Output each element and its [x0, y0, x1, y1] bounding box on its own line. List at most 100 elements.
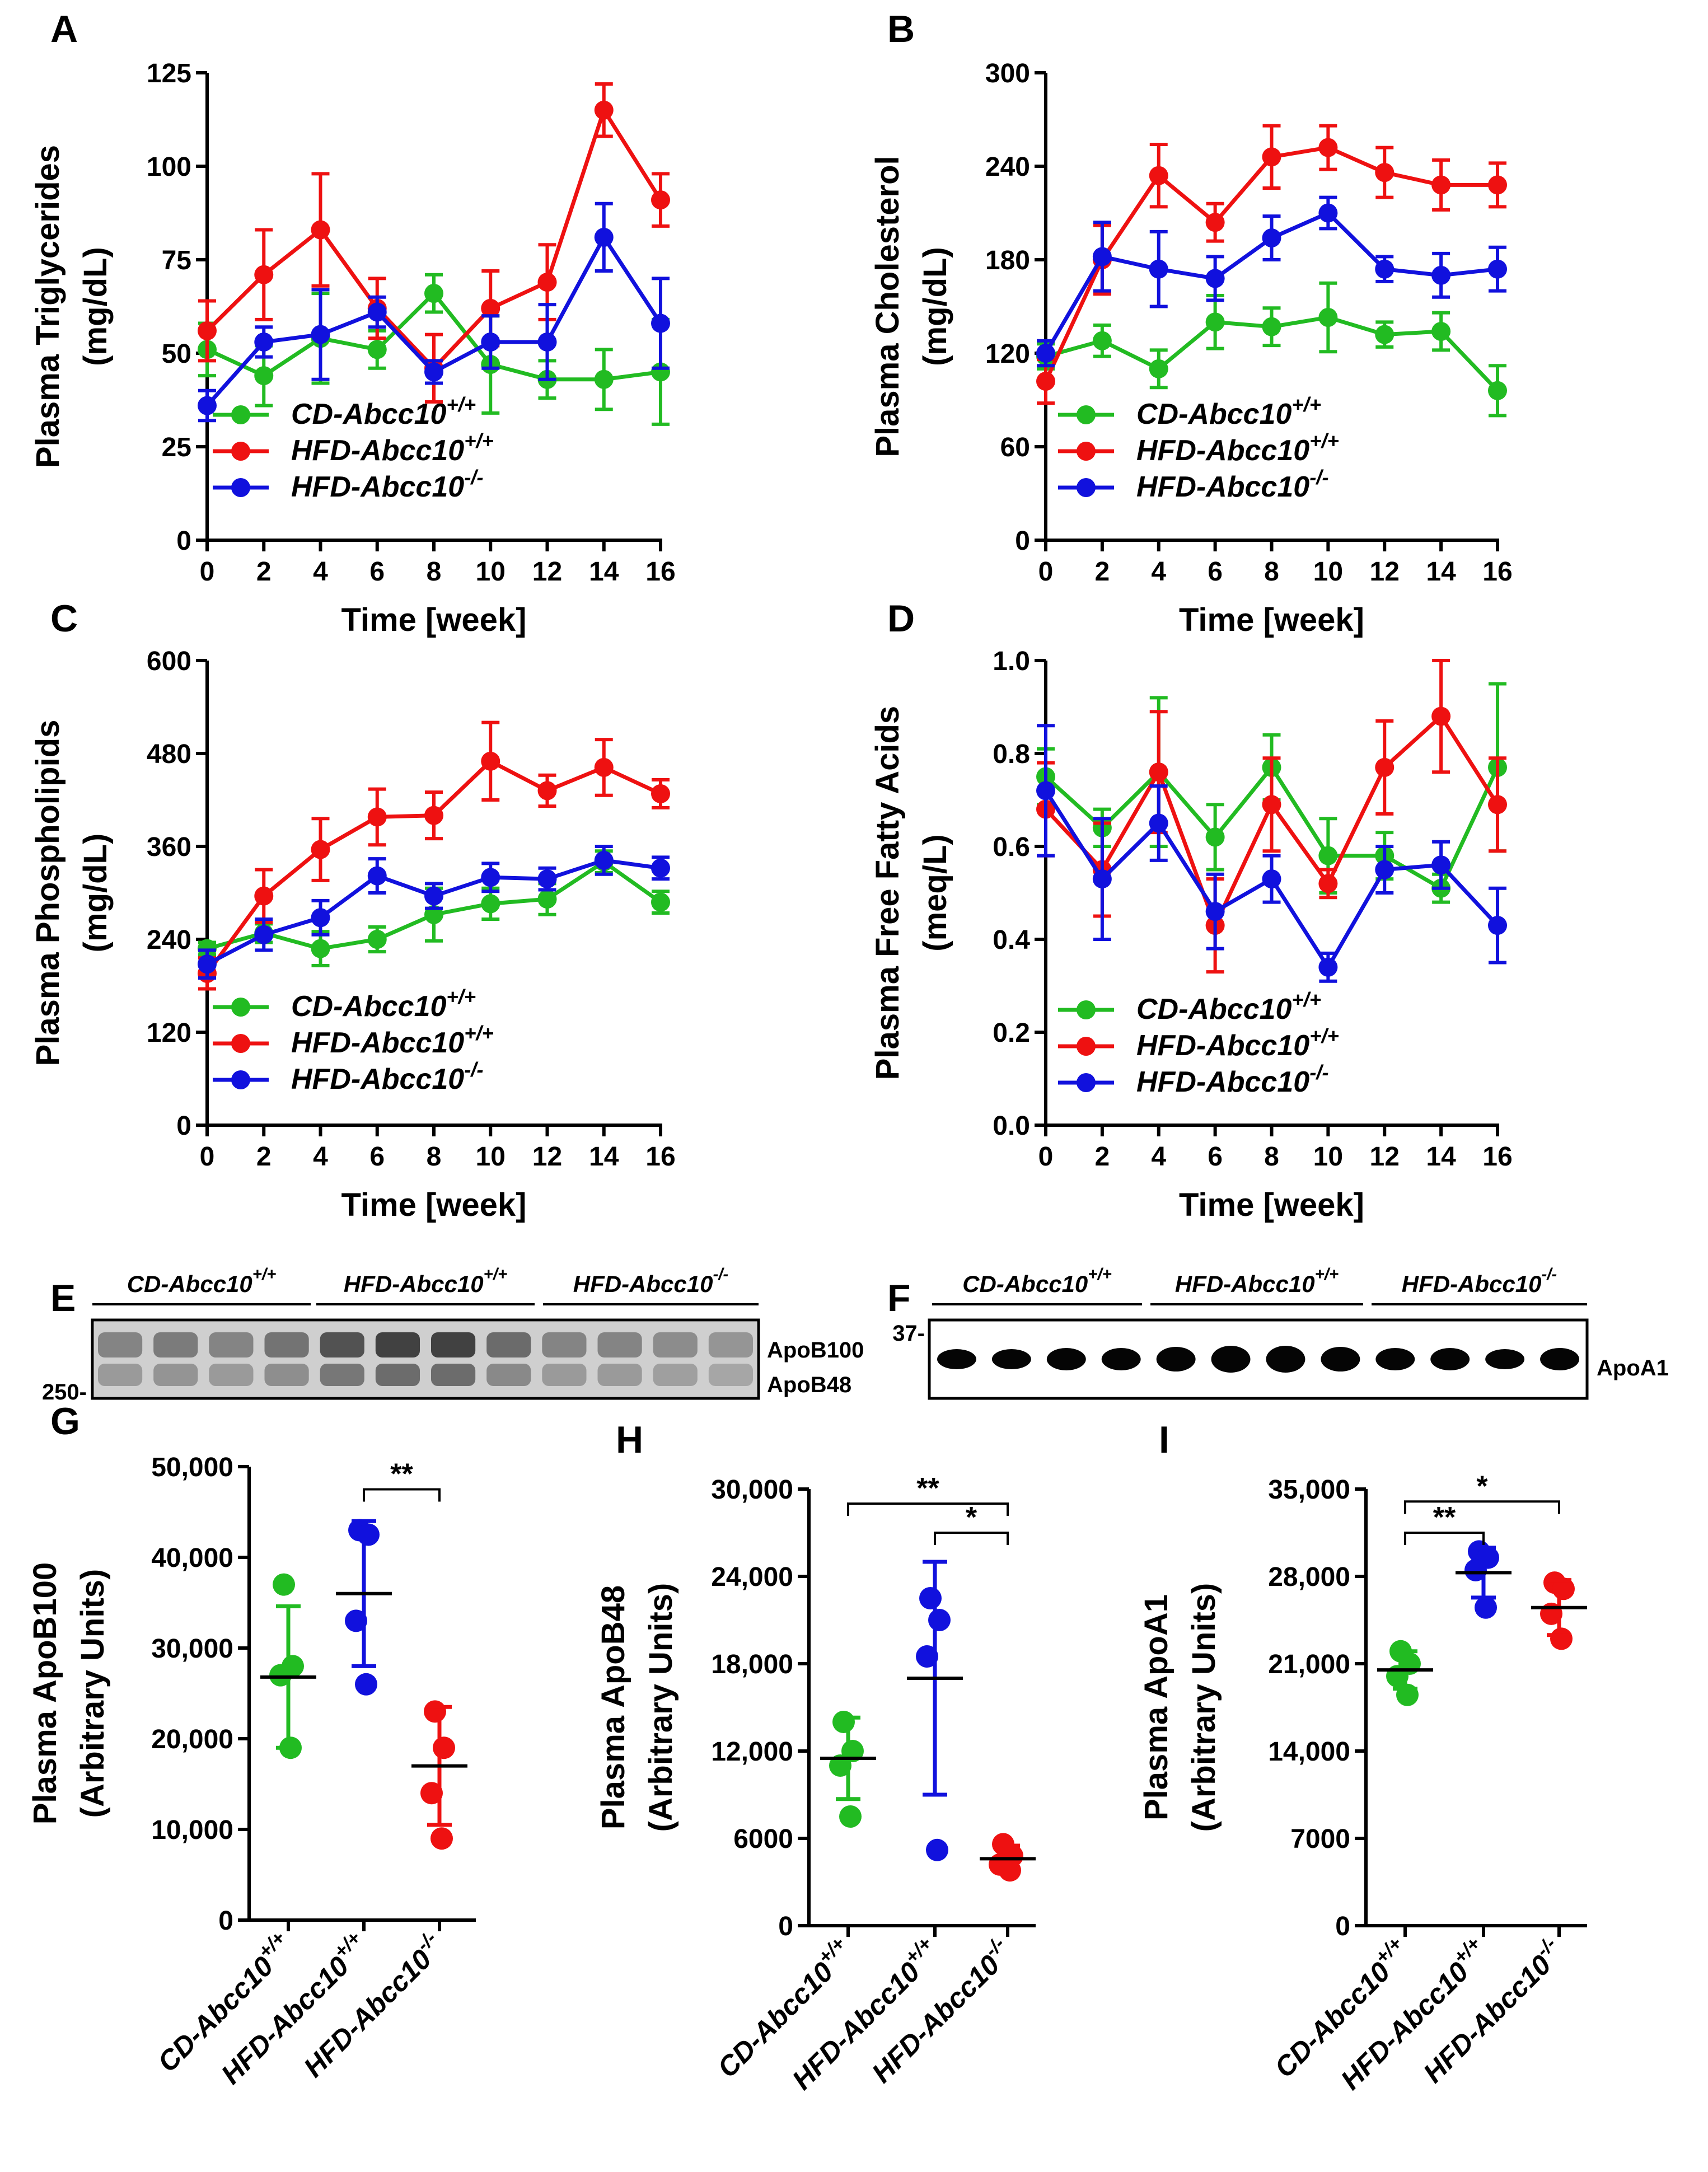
protein-band [431, 1332, 476, 1358]
data-point [1431, 706, 1451, 726]
protein-band [597, 1364, 642, 1386]
series-red [1036, 659, 1507, 974]
data-point [481, 868, 500, 887]
legend-entry-name: HFD-Abcc10 [291, 471, 464, 503]
x-tick-label: 10 [476, 1142, 506, 1172]
panel-label: D [887, 597, 915, 640]
data-point [1318, 138, 1338, 157]
y-tick-label: 0 [176, 526, 191, 556]
protein-band [486, 1364, 531, 1386]
y-tick-label: 30,000 [151, 1634, 233, 1664]
protein-band [98, 1332, 143, 1358]
x-tick-label: 16 [645, 557, 675, 587]
protein-band [991, 1349, 1031, 1369]
chart-panel-H: H 0 6000 12,000 18,000 24,000 30,000 Plasma Apo… [595, 1419, 1036, 2096]
data-point [594, 369, 614, 389]
data-point [254, 366, 274, 386]
data-point [1149, 762, 1168, 782]
y-tick-label: 120 [147, 1018, 191, 1048]
y-tick-label: 0.0 [993, 1111, 1030, 1141]
data-point [1149, 259, 1168, 279]
data-point [254, 925, 274, 944]
y-tick-label: 24,000 [711, 1562, 793, 1592]
data-point [481, 332, 500, 352]
chart-panel-G: G 0 10,000 20,000 30,000 40,000 50,000 Plasma A… [27, 1400, 476, 2090]
series-blue [1036, 195, 1507, 368]
data-point [1262, 228, 1281, 248]
x-tick-label: 14 [1426, 557, 1456, 587]
y-tick-label: 60 [1000, 433, 1030, 462]
data-point [537, 332, 557, 352]
x-tick-label: 4 [313, 1142, 328, 1172]
x-tick-label: 6 [1208, 1142, 1223, 1172]
y-tick-label: 10,000 [151, 1815, 233, 1845]
y-axis-title: Plasma ApoA1 [1138, 1594, 1174, 1820]
y-axis-title: (mg/dL) [917, 247, 953, 366]
x-tick-label: 8 [427, 557, 442, 587]
legend-entry-name: HFD-Abcc10 [1136, 1066, 1309, 1098]
y-tick-label: 7000 [1290, 1824, 1350, 1854]
legend-swatch-marker [1077, 405, 1096, 424]
series-red [198, 720, 670, 991]
x-tick-label: 0 [200, 1142, 215, 1172]
data-point [1092, 869, 1112, 889]
legend-entry-superscript: +/+ [1291, 988, 1321, 1011]
protein-band [597, 1332, 642, 1358]
y-tick-label: 240 [147, 925, 191, 955]
data-point [537, 869, 557, 889]
legend-entry-name: HFD-Abcc10 [1136, 434, 1309, 467]
protein-band [1266, 1346, 1305, 1373]
data-point [1205, 827, 1225, 847]
data-point [355, 1673, 377, 1696]
y-tick-label: 30,000 [711, 1475, 793, 1505]
group-2: HFD-Abcc10-/- [866, 1833, 1036, 2089]
blot-group-label: HFD-Abcc10+/+ [344, 1265, 507, 1297]
legend-entry-name: HFD-Abcc10 [291, 434, 464, 467]
legend-entry: CD-Abcc10+/+ [1136, 988, 1321, 1026]
significance-bracket: ** [1404, 1501, 1485, 1545]
data-point [481, 298, 500, 318]
y-tick-label: 600 [147, 647, 191, 676]
y-tick-label: 50 [162, 339, 191, 369]
data-point [420, 1782, 443, 1805]
y-tick-label: 50,000 [151, 1453, 233, 1482]
data-point [367, 807, 387, 827]
y-tick-label: 1.0 [993, 647, 1030, 676]
data-point [1431, 855, 1451, 875]
data-point [1092, 331, 1112, 350]
protein-band [1156, 1347, 1196, 1371]
x-axis-title: Time [week] [341, 602, 527, 638]
data-point [481, 751, 500, 771]
x-tick-label: 10 [1313, 1142, 1343, 1172]
data-point [1488, 259, 1507, 279]
data-point [1375, 860, 1395, 879]
legend-swatch-marker [231, 1034, 250, 1053]
band-label: ApoA1 [1597, 1356, 1669, 1380]
bracket-line [363, 1488, 441, 1502]
legend-swatch-marker [231, 1070, 250, 1089]
legend-entry-superscript: -/- [464, 1058, 483, 1081]
y-tick-label: 360 [147, 832, 191, 862]
protein-band [708, 1332, 753, 1358]
data-point [1488, 795, 1507, 814]
x-axis-title: Time [week] [1179, 602, 1364, 638]
legend-entry-superscript: +/+ [446, 985, 476, 1008]
data-point [1375, 325, 1395, 344]
y-tick-label: 35,000 [1268, 1475, 1350, 1505]
legend-swatch-marker [1077, 478, 1096, 497]
data-point [1149, 166, 1168, 185]
protein-band [653, 1332, 698, 1358]
blot-group-label: HFD-Abcc10+/+ [1175, 1265, 1339, 1297]
data-point [345, 1609, 367, 1632]
y-axis-title: (mg/dL) [77, 247, 114, 366]
legend-entry-name: HFD-Abcc10 [1136, 471, 1309, 503]
y-tick-label: 120 [985, 339, 1030, 369]
y-axis-title: Plasma Free Fatty Acids [869, 706, 906, 1080]
data-point [839, 1805, 862, 1828]
data-point [1488, 175, 1507, 195]
legend-entry-superscript: +/+ [1309, 429, 1339, 452]
data-point [481, 894, 500, 914]
y-tick-label: 14,000 [1268, 1737, 1350, 1767]
series-green [1036, 281, 1507, 418]
